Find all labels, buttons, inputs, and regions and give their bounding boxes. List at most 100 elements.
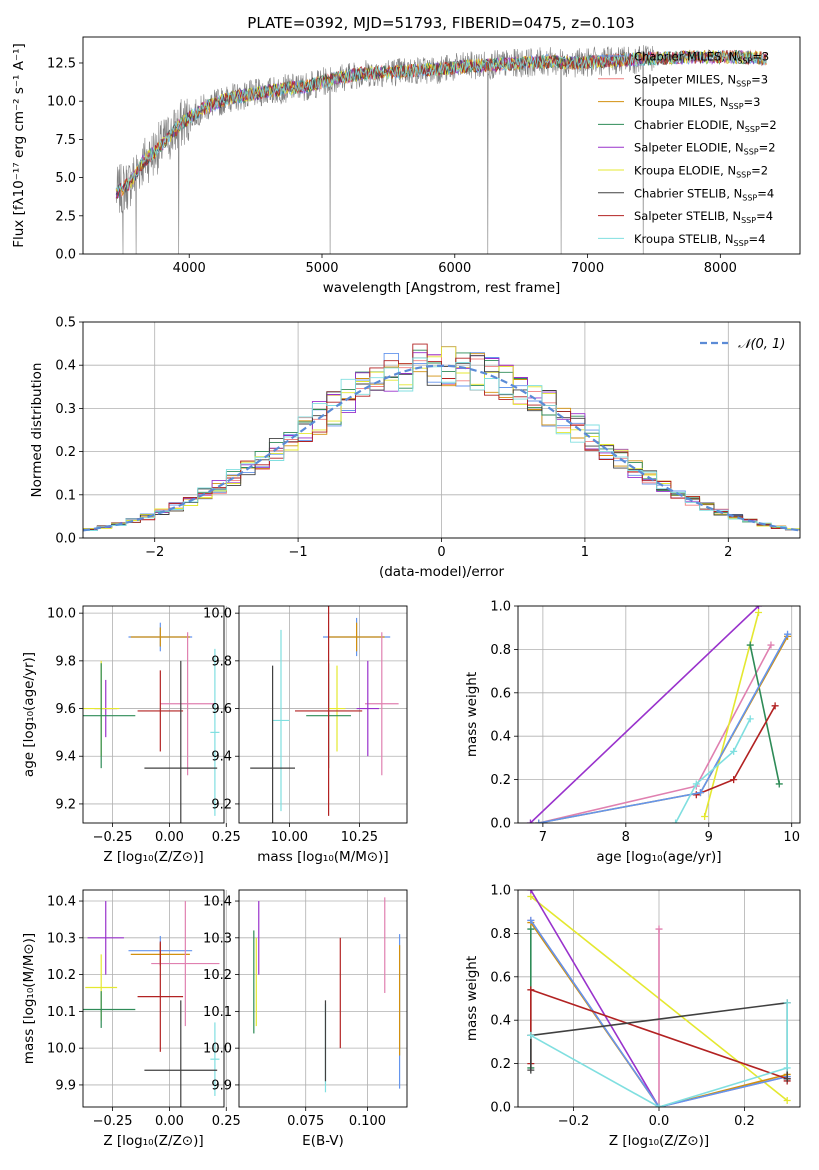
mass-vs-ebv-grid	[239, 890, 407, 1107]
weight-point-marker	[527, 893, 535, 901]
spectrum-data-line	[115, 45, 655, 254]
x-tick-label: 7000	[571, 261, 604, 276]
weight-point-marker	[527, 925, 535, 933]
spectrum-model-line	[115, 50, 767, 192]
y-tick-label: 12.5	[47, 56, 76, 71]
x-tick-label: −0.25	[93, 1114, 133, 1129]
gaussian-curve	[83, 364, 800, 532]
x-tick-label: 7	[539, 830, 547, 845]
y-tick-label: 0.3	[55, 402, 76, 417]
legend-label: 𝒩(0, 1)	[738, 337, 785, 352]
weight-series-line	[530, 890, 660, 1107]
age-vs-Z-panel: −0.25 0.00 0.25 9.2 9.4 9.6 9.8 10.0 Z [log₁₀(Z/…	[21, 605, 241, 865]
weight-series-line	[530, 1002, 788, 1107]
y-tick-label: 9.4	[211, 750, 232, 765]
weight-point-marker	[535, 819, 543, 823]
residual-histogram	[83, 357, 800, 531]
y-tick-label: 0.0	[490, 1101, 511, 1116]
y-tick-label: 2.5	[55, 209, 76, 224]
y-tick-label: 1.0	[490, 884, 511, 899]
legend-label-rest: =2	[759, 141, 776, 155]
weight-point-marker	[775, 780, 783, 788]
weight-vs-Z-frame	[517, 889, 801, 1108]
x-tick-label: 0.2	[734, 1114, 755, 1129]
weight-series-line	[538, 636, 789, 823]
legend-label-rest: =3	[751, 72, 768, 86]
y-tick-label: 0.4	[490, 730, 511, 745]
x-tick-label: 10	[783, 830, 800, 845]
x-tick-label: 1	[581, 545, 589, 560]
y-tick-label: 0.8	[490, 643, 511, 658]
y-tick-label: 9.4	[55, 750, 76, 765]
weight-point-marker	[783, 1096, 791, 1104]
spectrum-plot	[115, 45, 767, 254]
x-tick-label: 0.00	[155, 1114, 184, 1129]
y-tick-label: 10.2	[203, 968, 232, 983]
weight-point-marker	[783, 1075, 791, 1083]
weight-point-marker	[696, 789, 704, 797]
legend-subscript: SSP	[737, 57, 752, 66]
legend-label-rest: =3	[752, 50, 769, 64]
x-tick-label: −1	[289, 545, 308, 560]
y-tick-label: 9.6	[55, 702, 76, 717]
y-tick-label: 0.0	[55, 532, 76, 547]
age-vs-mass-plot	[250, 606, 399, 823]
legend-label: Salpeter STELIB, NSSP=4	[634, 209, 773, 225]
x-tick-label: 0	[437, 545, 445, 560]
residuals-xlabel: (data-model)/error	[379, 564, 505, 580]
y-tick-label: 10.1	[47, 1005, 76, 1020]
weight-point-marker	[701, 812, 709, 820]
y-tick-label: 10.4	[203, 895, 232, 910]
y-tick-label: 10.0	[203, 607, 232, 622]
y-tick-label: 0.5	[55, 316, 76, 331]
legend-subscript: SSP	[736, 171, 751, 180]
x-tick-label: −2	[145, 545, 164, 560]
x-tick-label: 0.25	[212, 830, 241, 845]
y-tick-label: 10.1	[203, 1005, 232, 1020]
legend-subscript: SSP	[742, 193, 757, 202]
weight-point-marker	[730, 776, 738, 784]
legend-subscript: SSP	[744, 148, 759, 157]
weight-point-marker	[784, 630, 792, 638]
age-vs-mass-frame	[238, 605, 408, 824]
age-vs-Z-frame	[82, 605, 225, 824]
legend-label: Kroupa MILES, NSSP=3	[634, 95, 760, 111]
x-tick-label: 5000	[305, 261, 338, 276]
y-tick-label: 0.0	[490, 817, 511, 832]
spectrum-xlabel: wavelength [Angstrom, rest frame]	[323, 280, 561, 296]
legend-label: Kroupa ELODIE, NSSP=2	[634, 164, 768, 180]
y-tick-label: 10.2	[47, 968, 76, 983]
legend-label-rest: =4	[757, 186, 774, 200]
mass-vs-Z-xlabel: Z [log₁₀(Z/Z⊙)]	[103, 1133, 203, 1149]
weight-point-marker	[783, 999, 791, 1007]
mass-vs-Z-grid	[83, 890, 227, 1107]
age-vs-mass-panel: 10.00 10.25 9.2 9.4 9.6 9.8 10.0 mass [log₁₀(M/…	[203, 605, 408, 865]
y-tick-label: 10.3	[47, 931, 76, 946]
mass-vs-Z-ylabel: mass [log₁₀(M/M⊙)]	[21, 933, 37, 1064]
x-tick-label: −0.2	[558, 1114, 590, 1129]
y-tick-label: 1.0	[490, 600, 511, 615]
weight-point-marker	[526, 819, 534, 823]
legend-label: Kroupa STELIB, NSSP=4	[634, 232, 765, 248]
x-tick-label: 0.25	[212, 1114, 241, 1129]
y-tick-label: 9.2	[55, 797, 76, 812]
weight-vs-age-xlabel: age [log₁₀(age/yr)]	[596, 849, 721, 865]
x-tick-label: −0.25	[93, 830, 133, 845]
x-tick-label: 8000	[704, 261, 737, 276]
y-tick-label: 10.4	[47, 895, 76, 910]
weight-series-line	[703, 612, 760, 817]
weight-point-marker	[655, 1103, 663, 1107]
y-tick-label: 5.0	[55, 171, 76, 186]
y-tick-label: 9.8	[211, 654, 232, 669]
y-tick-label: 10.0	[47, 607, 76, 622]
weight-point-marker	[746, 641, 754, 649]
residuals-plot	[83, 343, 800, 532]
y-tick-label: 0.2	[490, 773, 511, 788]
weight-point-marker	[730, 747, 738, 755]
legend-subscript: SSP	[734, 239, 749, 248]
x-tick-label: 6000	[438, 261, 471, 276]
weight-series-line	[529, 606, 760, 823]
age-vs-mass-xlabel: mass [log₁₀(M/M⊙)]	[257, 849, 388, 865]
age-vs-Z-plot	[83, 622, 220, 823]
y-tick-label: 9.9	[55, 1078, 76, 1093]
